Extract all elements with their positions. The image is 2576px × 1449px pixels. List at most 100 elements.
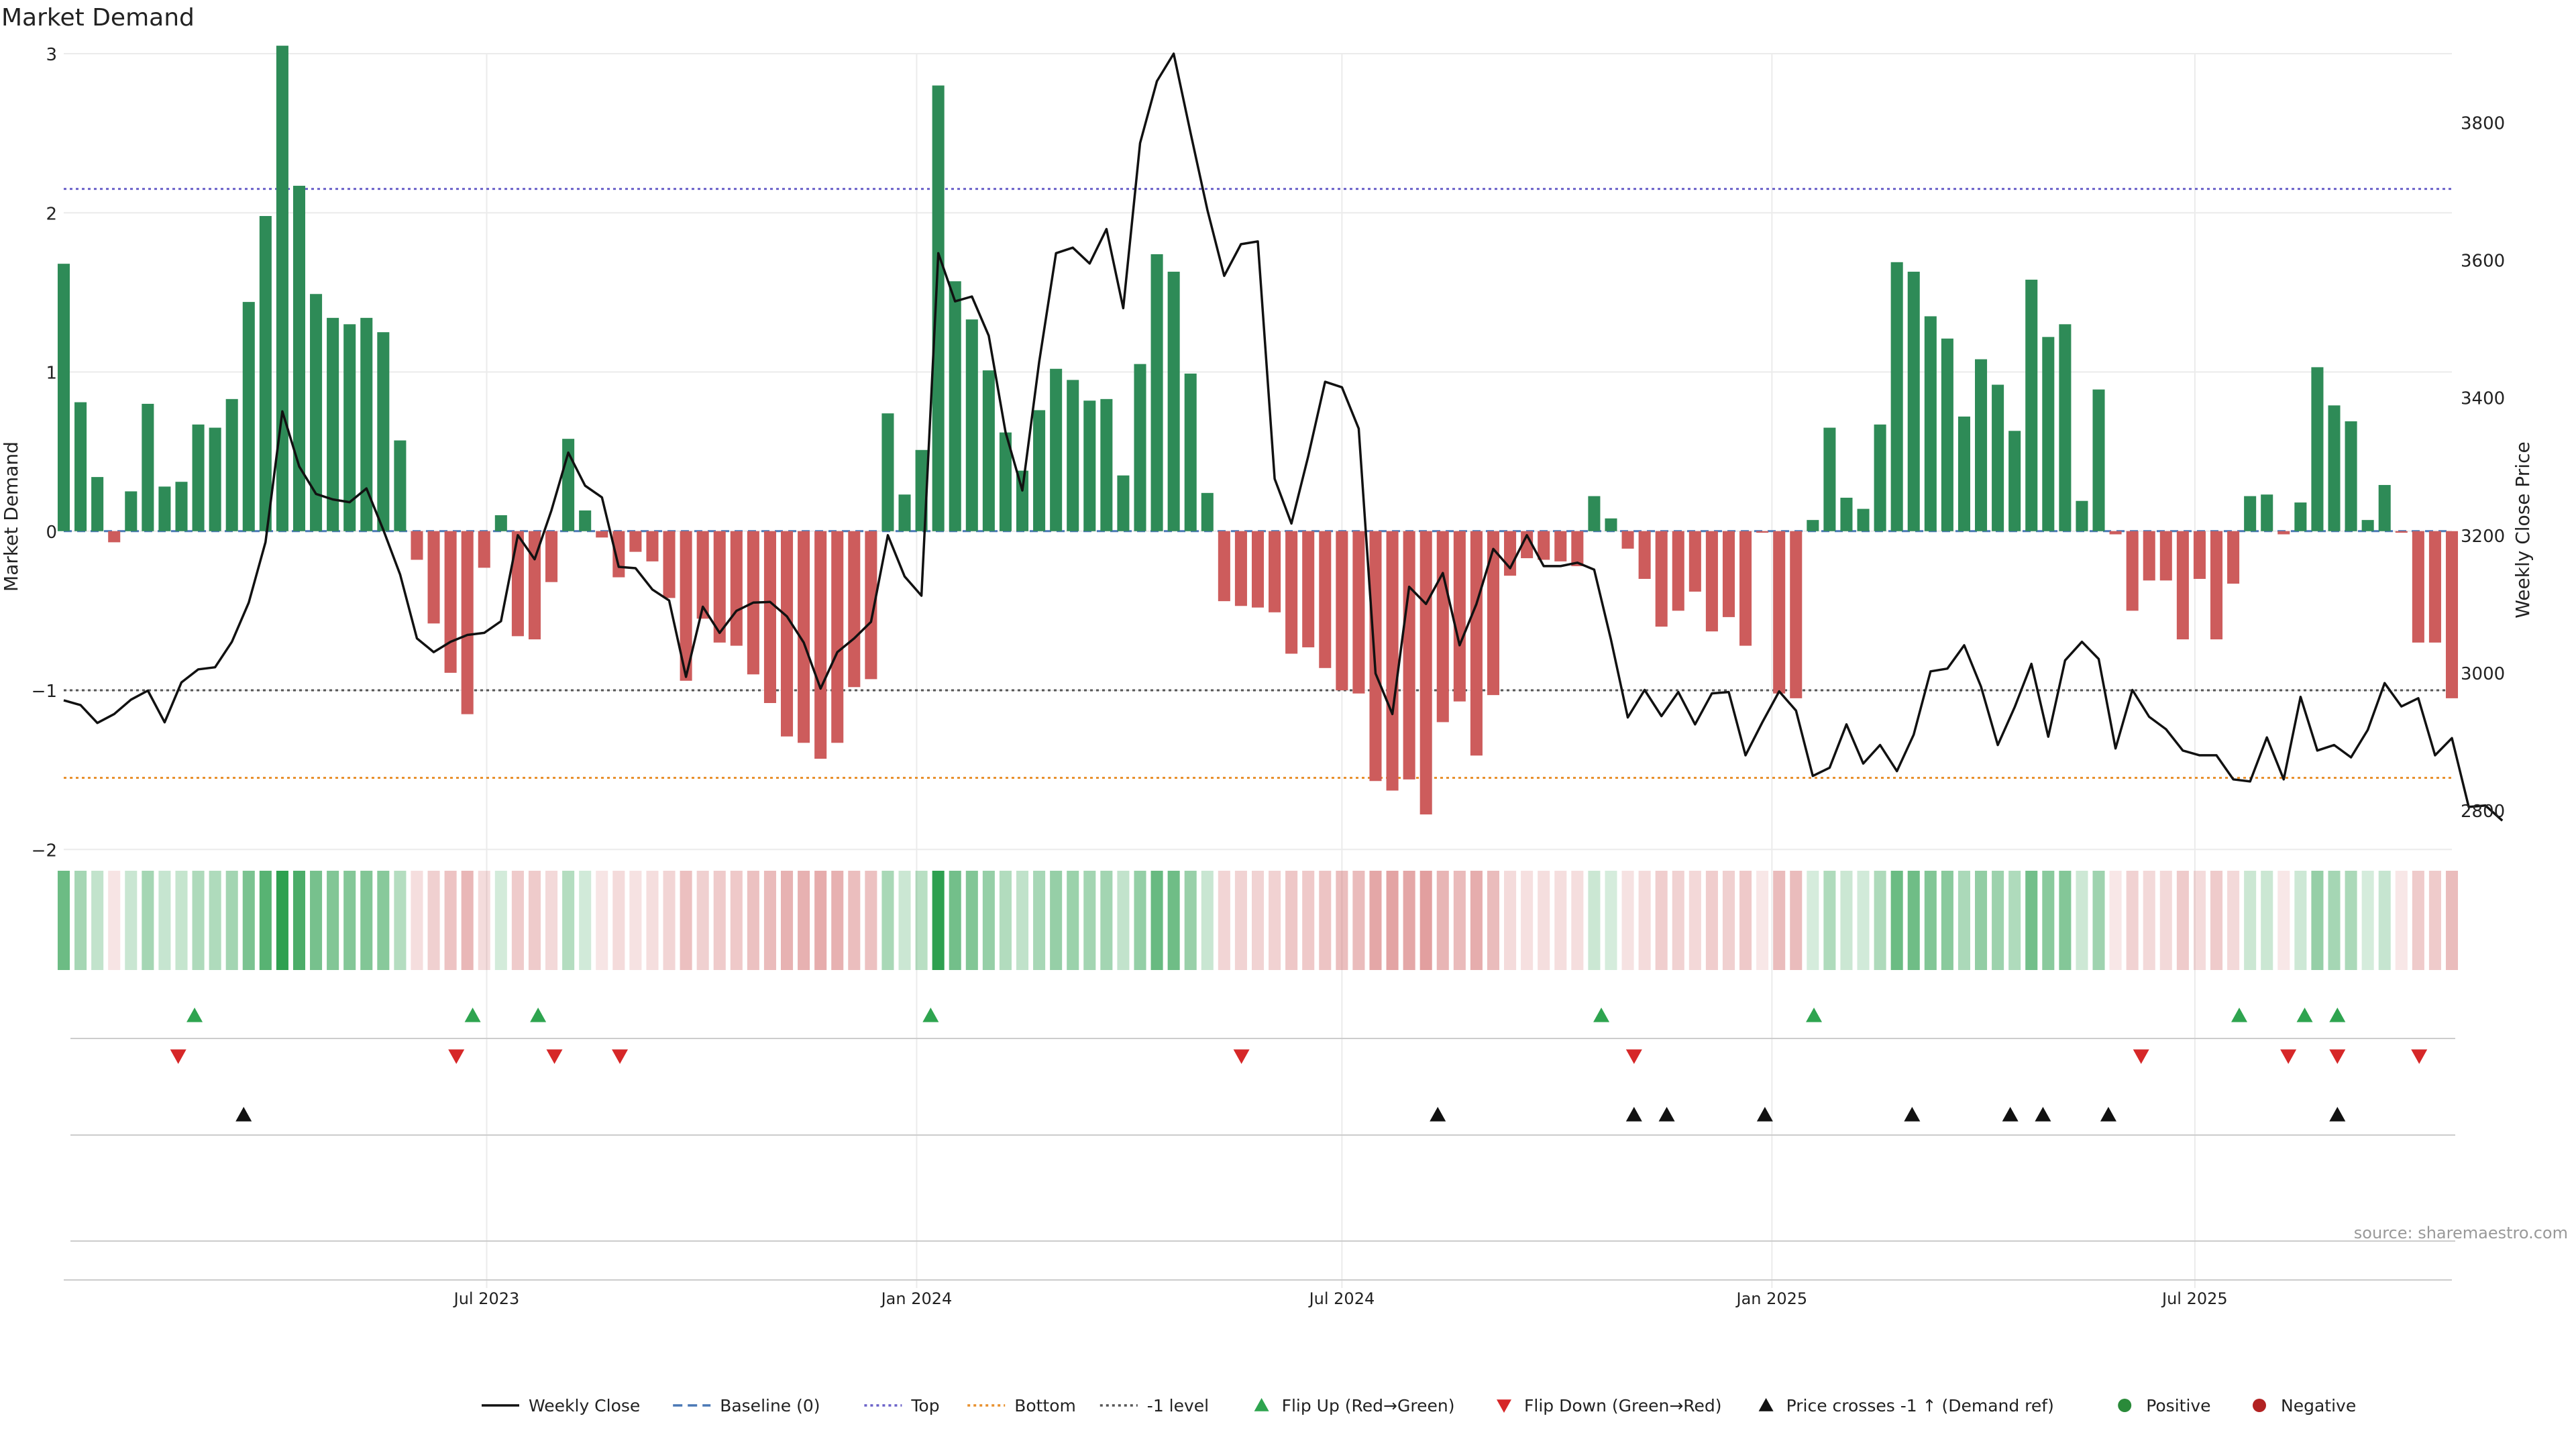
demand-bar — [1823, 427, 1836, 531]
demand-bar — [713, 531, 726, 643]
strip-cell — [1050, 871, 1063, 970]
strip-cell — [696, 871, 709, 970]
strip-cell — [1201, 871, 1214, 970]
strip-cell — [1605, 871, 1617, 970]
demand-bar — [1419, 531, 1432, 815]
strip-cell — [91, 871, 104, 970]
demand-bar — [343, 324, 356, 531]
price-cross-marker — [1658, 1107, 1675, 1122]
legend-item: Negative — [2253, 1396, 2356, 1415]
strip-cell — [2059, 871, 2072, 970]
demand-bar — [1638, 531, 1651, 579]
demand-bar — [1957, 416, 1970, 531]
demand-bar — [1857, 508, 1870, 531]
event-markers — [70, 1008, 2455, 1242]
demand-bar — [2076, 500, 2088, 531]
strip-cell — [1453, 871, 1466, 970]
legend-label: Bottom — [1014, 1396, 1076, 1415]
strip-cell — [680, 871, 692, 970]
strip-cell — [1083, 871, 1096, 970]
demand-bar — [125, 491, 138, 531]
demand-bar — [898, 494, 911, 531]
strip-cell — [1117, 871, 1130, 970]
demand-bar — [1285, 531, 1298, 654]
strip-cell — [949, 871, 961, 970]
strip-cell — [2345, 871, 2357, 970]
demand-bar — [1688, 531, 1701, 592]
strip-cell — [1790, 871, 1803, 970]
strip-cell — [2428, 871, 2441, 970]
strip-cell — [1167, 871, 1180, 970]
demand-bar — [461, 531, 474, 714]
y-tick-label: 1 — [46, 364, 57, 384]
strip-cell — [1067, 871, 1079, 970]
strip-cell — [1436, 871, 1449, 970]
demand-bar — [2345, 421, 2357, 531]
strip-cell — [528, 871, 541, 970]
strip-cell — [225, 871, 238, 970]
y2-tick-label: 3600 — [2461, 252, 2505, 272]
demand-bar — [1403, 531, 1415, 780]
flip-up-marker — [2231, 1008, 2248, 1022]
strip-cell — [1890, 871, 1903, 970]
strip-cell — [242, 871, 255, 970]
strip-cell — [1470, 871, 1483, 970]
demand-bar — [1773, 531, 1786, 694]
strip-cell — [982, 871, 995, 970]
source-note: source: sharemaestro.com — [2354, 1224, 2568, 1242]
flip-down-marker — [170, 1049, 186, 1064]
demand-bar — [511, 531, 524, 637]
legend-item: Bottom — [967, 1396, 1076, 1415]
demand-bar — [1302, 531, 1315, 647]
strip-cell — [2244, 871, 2257, 970]
y-axis-label: Market Demand — [0, 441, 22, 592]
demand-bar — [327, 317, 339, 531]
strip-cell — [1269, 871, 1281, 970]
strip-cell — [2143, 871, 2155, 970]
chart-title: Market Demand — [1, 4, 195, 32]
strip-cell — [1218, 871, 1230, 970]
strip-cell — [108, 871, 121, 970]
demand-bar — [158, 486, 171, 531]
demand-bar — [74, 402, 87, 531]
price-cross-marker — [1904, 1107, 1921, 1122]
demand-bar — [1790, 531, 1803, 698]
demand-bar — [1100, 398, 1113, 531]
demand-bar — [2328, 405, 2341, 531]
demand-bar — [2294, 502, 2307, 531]
demand-bar — [831, 531, 844, 743]
flip-down-marker — [2329, 1049, 2346, 1064]
weekly-close-line — [63, 52, 2504, 822]
flip-up-marker — [1806, 1008, 1823, 1022]
y-tick-label: 2 — [46, 204, 57, 224]
flip-up-marker — [530, 1008, 547, 1022]
demand-bar — [646, 531, 659, 561]
demand-bar — [1083, 400, 1096, 531]
demand-bar — [2445, 531, 2459, 698]
demand-bar — [781, 531, 794, 737]
demand-bar — [1874, 424, 1886, 531]
legend-item: Flip Up (Red→Green) — [1254, 1396, 1454, 1415]
legend-item: Positive — [2118, 1396, 2211, 1415]
demand-bar — [2042, 337, 2055, 531]
legend-item: Baseline (0) — [673, 1396, 820, 1415]
demand-bar — [881, 413, 894, 531]
strip-cell — [1234, 871, 1247, 970]
flip-down-marker — [612, 1049, 629, 1064]
strip-cell — [327, 871, 339, 970]
strip-cell — [1756, 871, 1769, 970]
demand-bar — [394, 440, 407, 531]
legend-item: Top — [864, 1396, 940, 1415]
strip-cell — [1538, 871, 1550, 970]
y2-tick-label: 2800 — [2461, 802, 2505, 822]
demand-bar — [478, 531, 490, 568]
strip-cell — [1150, 871, 1163, 970]
demand-bar — [596, 531, 608, 538]
flip-up-marker — [186, 1008, 203, 1022]
strip-cell — [461, 871, 474, 970]
flip-down-marker — [448, 1049, 465, 1064]
demand-bar — [999, 432, 1012, 531]
demand-bar — [2428, 531, 2441, 643]
demand-bar — [1251, 531, 1265, 608]
